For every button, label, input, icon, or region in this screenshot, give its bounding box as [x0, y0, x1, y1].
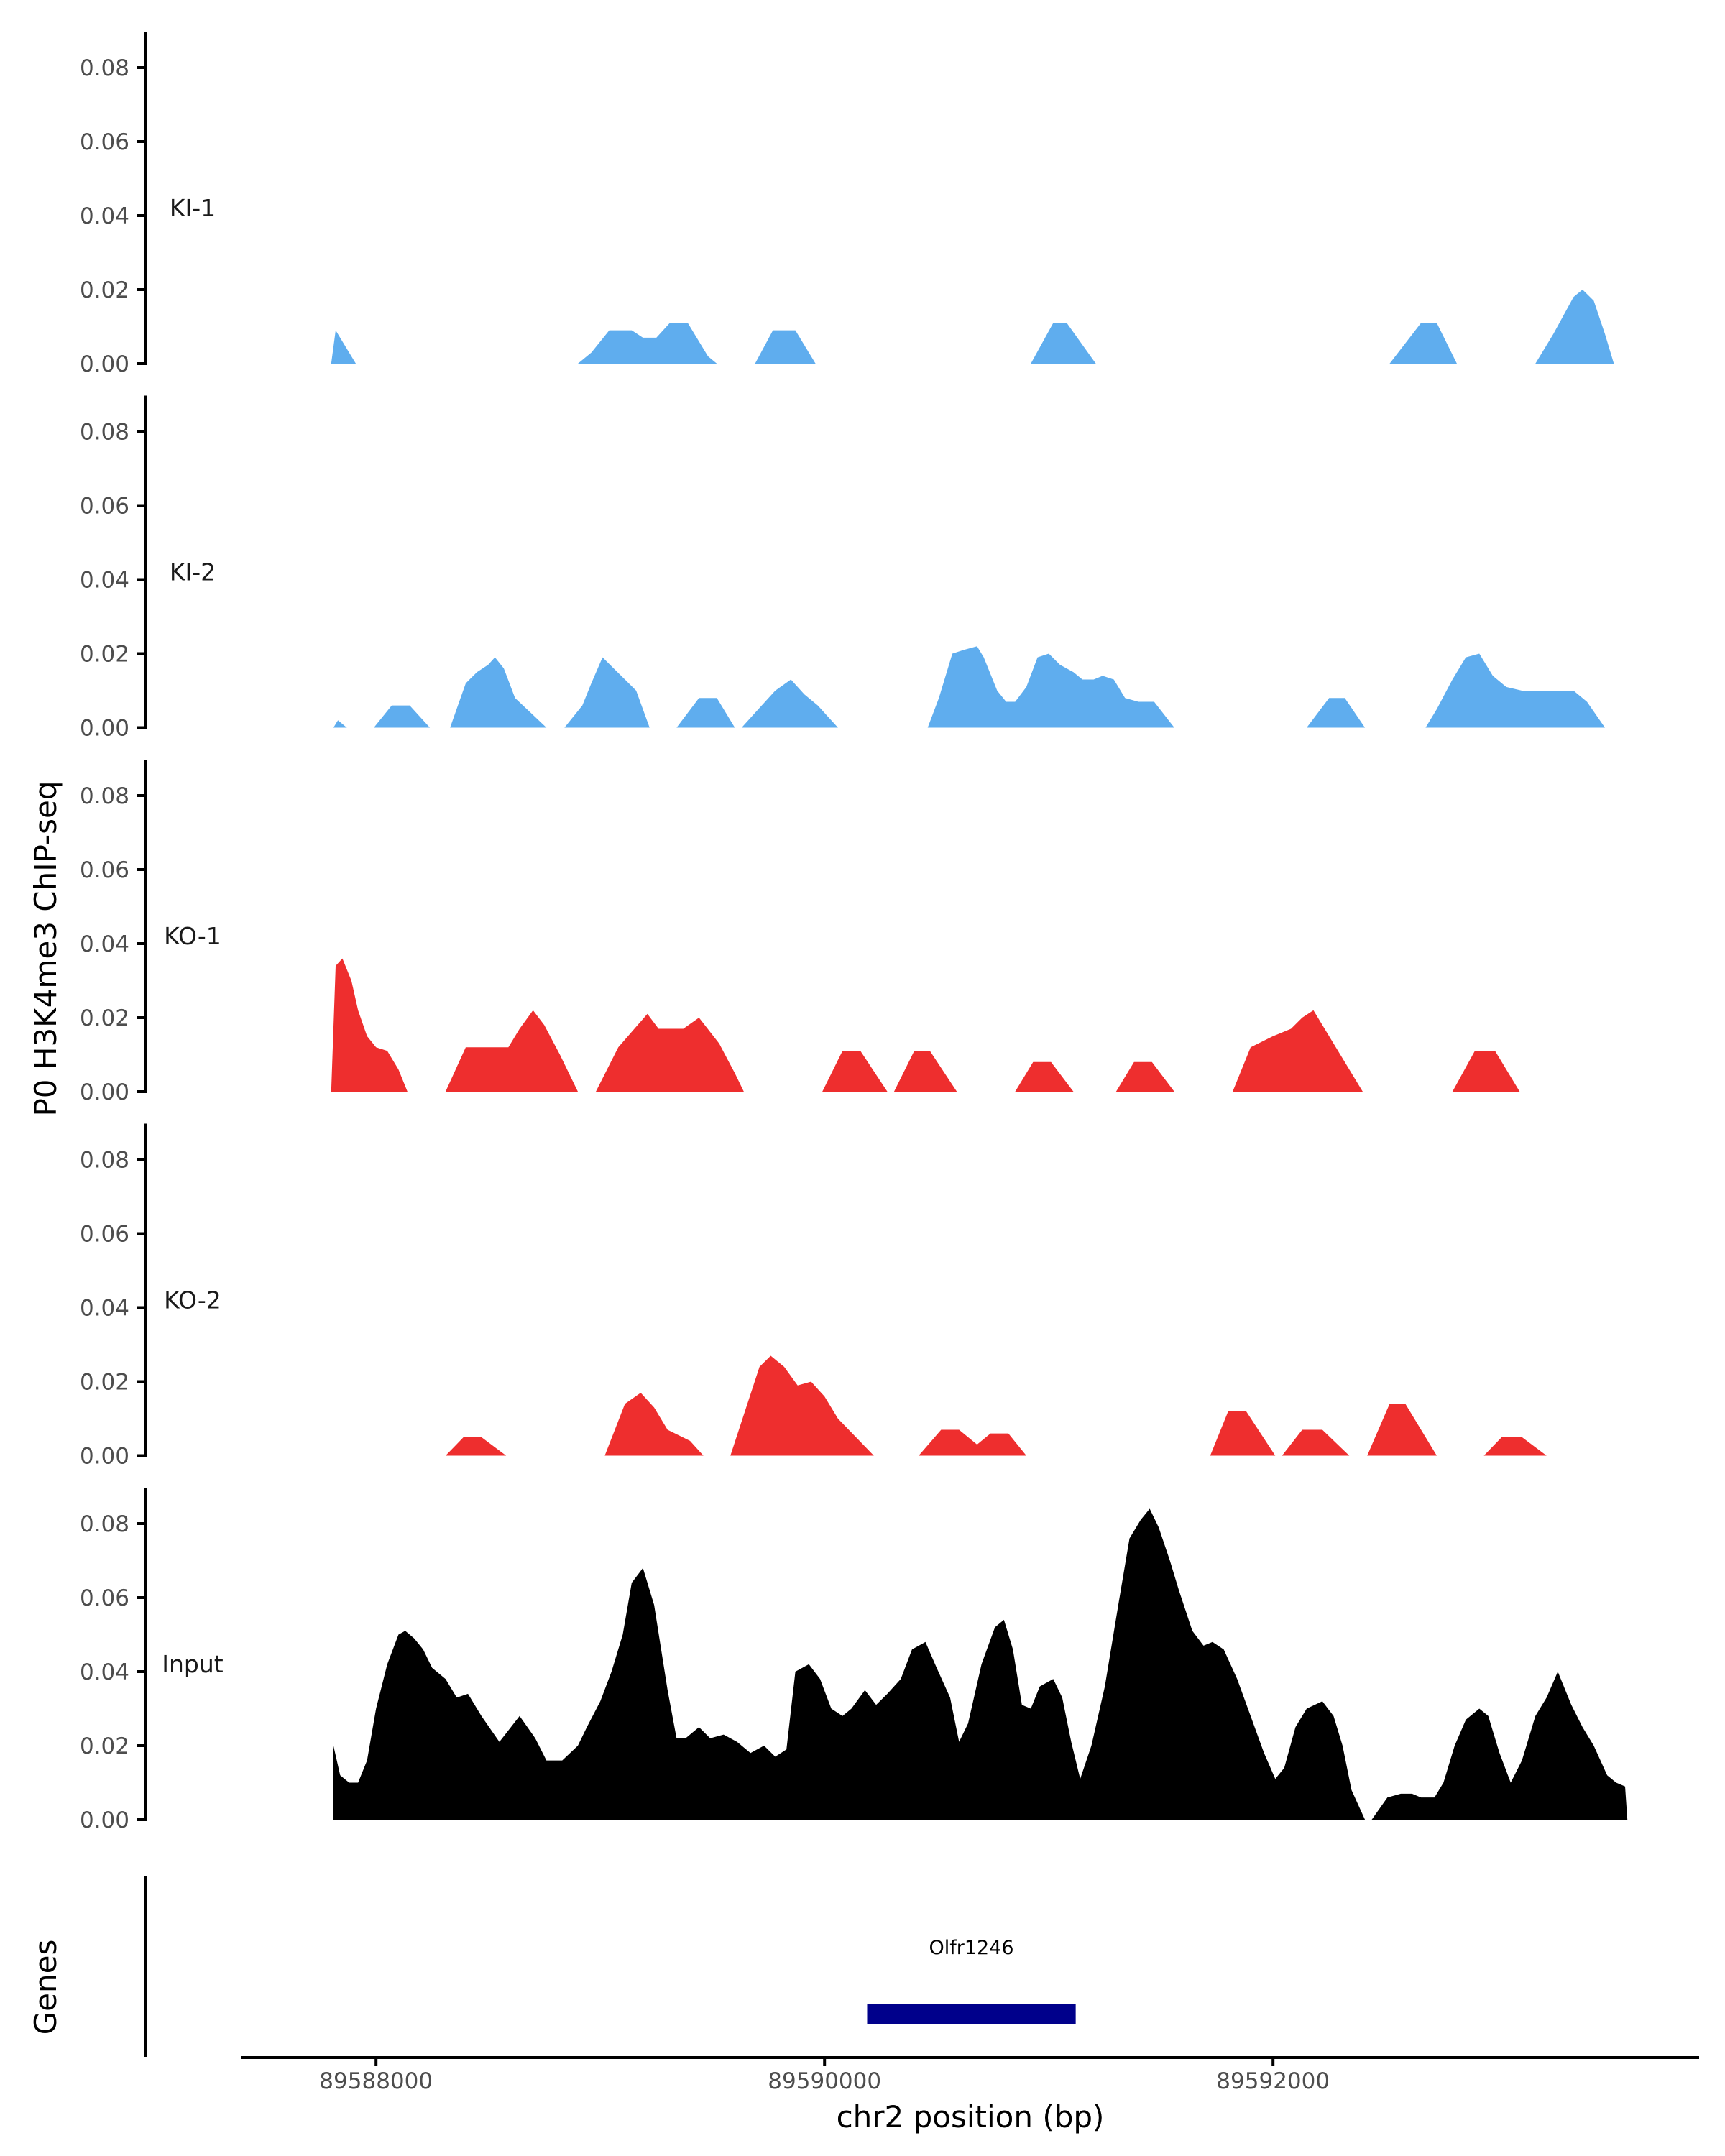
coverage-area-ki-1: [1535, 290, 1614, 364]
x-tick-label: 89592000: [1216, 2068, 1330, 2094]
y-tick-label: 0.02: [80, 1370, 129, 1396]
genes-axis-label: Genes: [28, 1940, 63, 2035]
coverage-area-ki-1: [755, 330, 816, 364]
genes-layer: Olfr1246: [867, 1937, 1076, 2024]
coverage-area-ko-1: [822, 1051, 888, 1092]
x-axis: 89588000 89590000 89592000 chr2 position (…: [242, 2056, 1699, 2134]
x-ticks-layer: 89588000 89590000 89592000: [319, 2058, 1330, 2094]
y-tick-label: 0.08: [80, 1511, 129, 1537]
x-axis-title: chr2 position (bp): [837, 2099, 1105, 2134]
coverage-area-ko-2: [1282, 1429, 1350, 1456]
gene-bar: [867, 2004, 1076, 2024]
y-axis-title: P0 H3K4me3 ChIP-seq: [28, 780, 63, 1116]
track-label-ki-2: KI-2: [170, 558, 216, 586]
gene-label: Olfr1246: [929, 1937, 1014, 1959]
x-tick-label: 89588000: [319, 2068, 433, 2094]
coverage-area-ko-1: [1116, 1061, 1174, 1092]
coverage-area-ki-2: [927, 646, 1174, 728]
genes-panel: Genes Olfr1246: [28, 1876, 1076, 2057]
coverage-area-ko-2: [445, 1437, 507, 1456]
y-tick-label: 0.08: [80, 1148, 129, 1174]
y-tick-label: 0.06: [80, 1585, 129, 1611]
coverage-area-ko-2: [604, 1393, 704, 1456]
x-tick-label: 89590000: [768, 2068, 881, 2094]
y-tick-label: 0.00: [80, 1807, 129, 1833]
coverage-area-ki-1: [578, 323, 717, 364]
coverage-area-ki-2: [1425, 653, 1605, 728]
y-tick-label: 0.00: [80, 716, 129, 742]
y-tick-label: 0.02: [80, 277, 129, 303]
y-tick-label: 0.06: [80, 857, 129, 883]
y-tick-label: 0.00: [80, 1444, 129, 1470]
coverage-area-input: [333, 1508, 1366, 1820]
coverage-area-ko-1: [893, 1051, 957, 1092]
track-label-input: Input: [162, 1650, 224, 1678]
coverage-area-input: [1371, 1672, 1628, 1820]
coverage-area-ki-2: [450, 657, 547, 728]
coverage-area-ko-2: [919, 1429, 1026, 1456]
track-label-ko-1: KO-1: [164, 922, 221, 950]
track-panel-ko-2: 0.00 0.02 0.04 0.06 0.08 KO-2: [80, 1123, 1547, 1470]
coverage-area-ko-1: [331, 958, 408, 1092]
coverage-area-ki-2: [374, 705, 431, 728]
coverage-area-ko-2: [1484, 1437, 1547, 1456]
track-panel-input: 0.00 0.02 0.04 0.06 0.08 Input: [80, 1488, 1628, 1833]
y-tick-label: 0.04: [80, 203, 129, 229]
coverage-area-ko-2: [730, 1355, 874, 1456]
y-tick-label: 0.08: [80, 783, 129, 809]
coverage-area-ko-1: [1233, 1010, 1363, 1092]
y-tick-label: 0.02: [80, 1733, 129, 1759]
y-tick-label: 0.04: [80, 1659, 129, 1685]
coverage-area-ki-2: [1307, 698, 1366, 728]
tracks-layer: 0.00 0.02 0.04 0.06 0.08 KI-1 0.00 0.02 0.04 0.06…: [80, 32, 1628, 1833]
coverage-area-ko-1: [1015, 1061, 1074, 1092]
coverage-area-ki-1: [331, 330, 356, 364]
coverage-area-ki-1: [1389, 323, 1457, 364]
coverage-area-ko-2: [1210, 1411, 1276, 1456]
y-tick-label: 0.08: [80, 420, 129, 446]
track-panel-ki-2: 0.00 0.02 0.04 0.06 0.08 KI-2: [80, 395, 1605, 742]
coverage-area-ki-2: [676, 698, 735, 728]
coverage-area-ko-1: [1452, 1051, 1520, 1092]
y-tick-label: 0.04: [80, 931, 129, 957]
y-tick-label: 0.06: [80, 494, 129, 520]
coverage-area-ki-2: [333, 720, 347, 728]
y-tick-label: 0.08: [80, 55, 129, 81]
y-tick-label: 0.04: [80, 1296, 129, 1322]
track-panel-ko-1: 0.00 0.02 0.04 0.06 0.08 KO-1: [80, 760, 1520, 1105]
track-label-ki-1: KI-1: [170, 194, 216, 222]
coverage-area-ki-2: [741, 679, 838, 728]
coverage-area-ki-1: [1031, 323, 1096, 364]
y-tick-label: 0.06: [80, 1222, 129, 1248]
coverage-area-ko-1: [445, 1010, 578, 1092]
track-panel-ki-1: 0.00 0.02 0.04 0.06 0.08 KI-1: [80, 32, 1614, 377]
coverage-area-ko-2: [1367, 1404, 1437, 1456]
y-tick-label: 0.02: [80, 1005, 129, 1031]
coverage-area-ki-2: [564, 657, 650, 728]
coverage-area-ko-1: [596, 1013, 744, 1092]
y-tick-label: 0.00: [80, 351, 129, 377]
y-tick-label: 0.04: [80, 568, 129, 594]
track-label-ko-2: KO-2: [164, 1286, 221, 1314]
y-tick-label: 0.00: [80, 1079, 129, 1105]
y-tick-label: 0.06: [80, 129, 129, 155]
y-tick-label: 0.02: [80, 642, 129, 668]
